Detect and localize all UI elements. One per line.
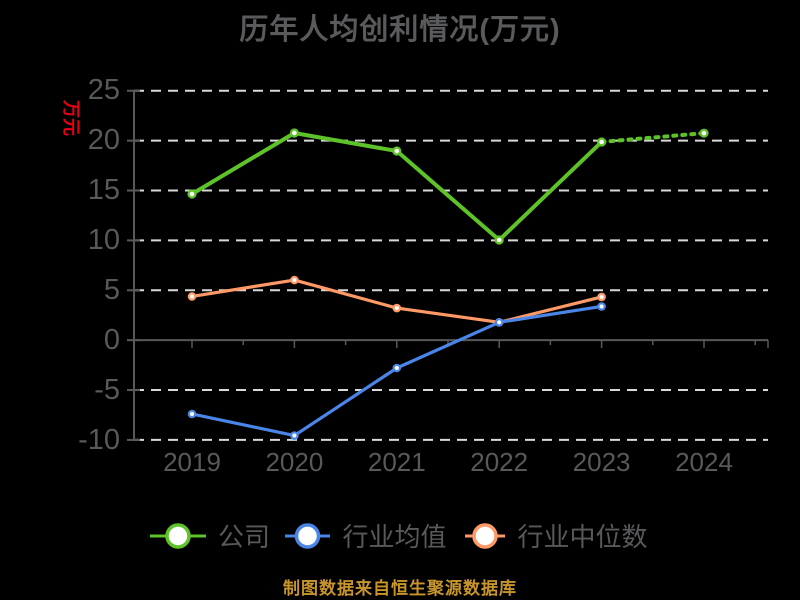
svg-text:2024: 2024 [675, 447, 733, 477]
svg-text:2022: 2022 [470, 447, 528, 477]
svg-text:15: 15 [88, 174, 120, 206]
svg-text:公司: 公司 [218, 522, 270, 552]
svg-text:2020: 2020 [265, 447, 323, 477]
svg-text:行业中位数: 行业中位数 [518, 522, 648, 552]
svg-text:0: 0 [104, 324, 120, 356]
svg-text:2023: 2023 [573, 447, 631, 477]
svg-text:10: 10 [88, 224, 120, 256]
svg-text:20: 20 [88, 124, 120, 156]
svg-text:2021: 2021 [368, 447, 426, 477]
svg-text:行业均值: 行业均值 [343, 522, 447, 552]
svg-text:25: 25 [88, 74, 120, 106]
svg-text:-5: -5 [94, 374, 120, 406]
svg-text:5: 5 [104, 274, 120, 306]
svg-text:2019: 2019 [163, 447, 221, 477]
svg-text:-10: -10 [78, 424, 120, 456]
